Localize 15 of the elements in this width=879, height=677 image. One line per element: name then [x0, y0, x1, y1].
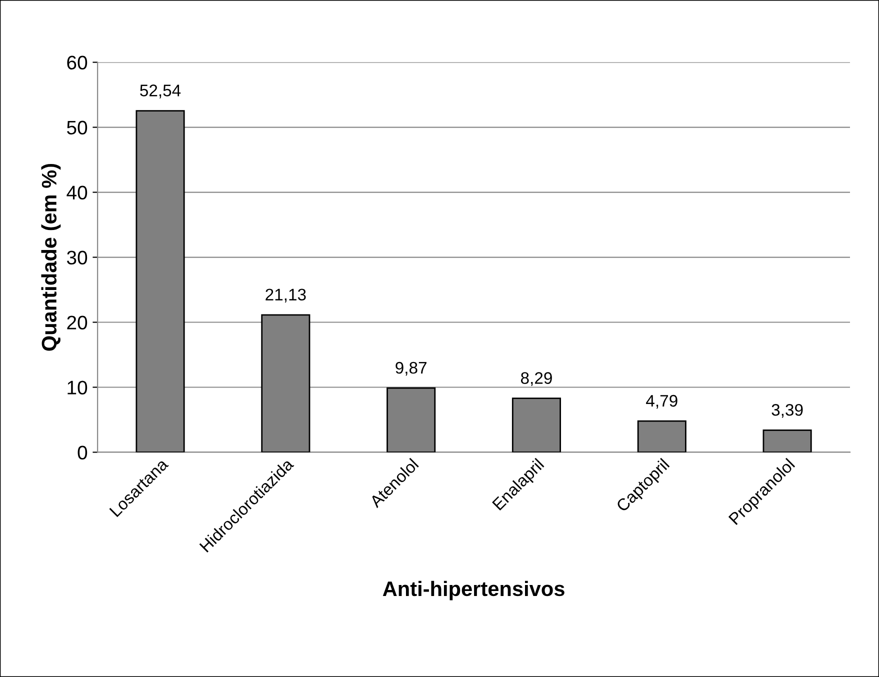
data-label: 21,13	[266, 288, 306, 302]
data-label: 52,54	[140, 84, 181, 98]
y-tick-label: 10	[68, 380, 88, 394]
y-tick-label: 20	[67, 316, 88, 330]
y-axis-title: Quantidade (em %)	[41, 164, 61, 351]
data-label: 9,87	[396, 362, 426, 376]
y-tick-label: 40	[66, 186, 88, 200]
y-tick-label: 30	[66, 250, 88, 264]
y-tick-label: 60	[67, 56, 88, 70]
data-label: 3,39	[772, 404, 803, 418]
y-tick-label: 0	[78, 446, 88, 460]
y-tick-label: 50	[67, 120, 88, 135]
x-axis-title: Anti-hipertensivos	[382, 580, 564, 600]
data-label: 8,29	[520, 372, 552, 386]
data-label: 4,79	[646, 394, 678, 409]
